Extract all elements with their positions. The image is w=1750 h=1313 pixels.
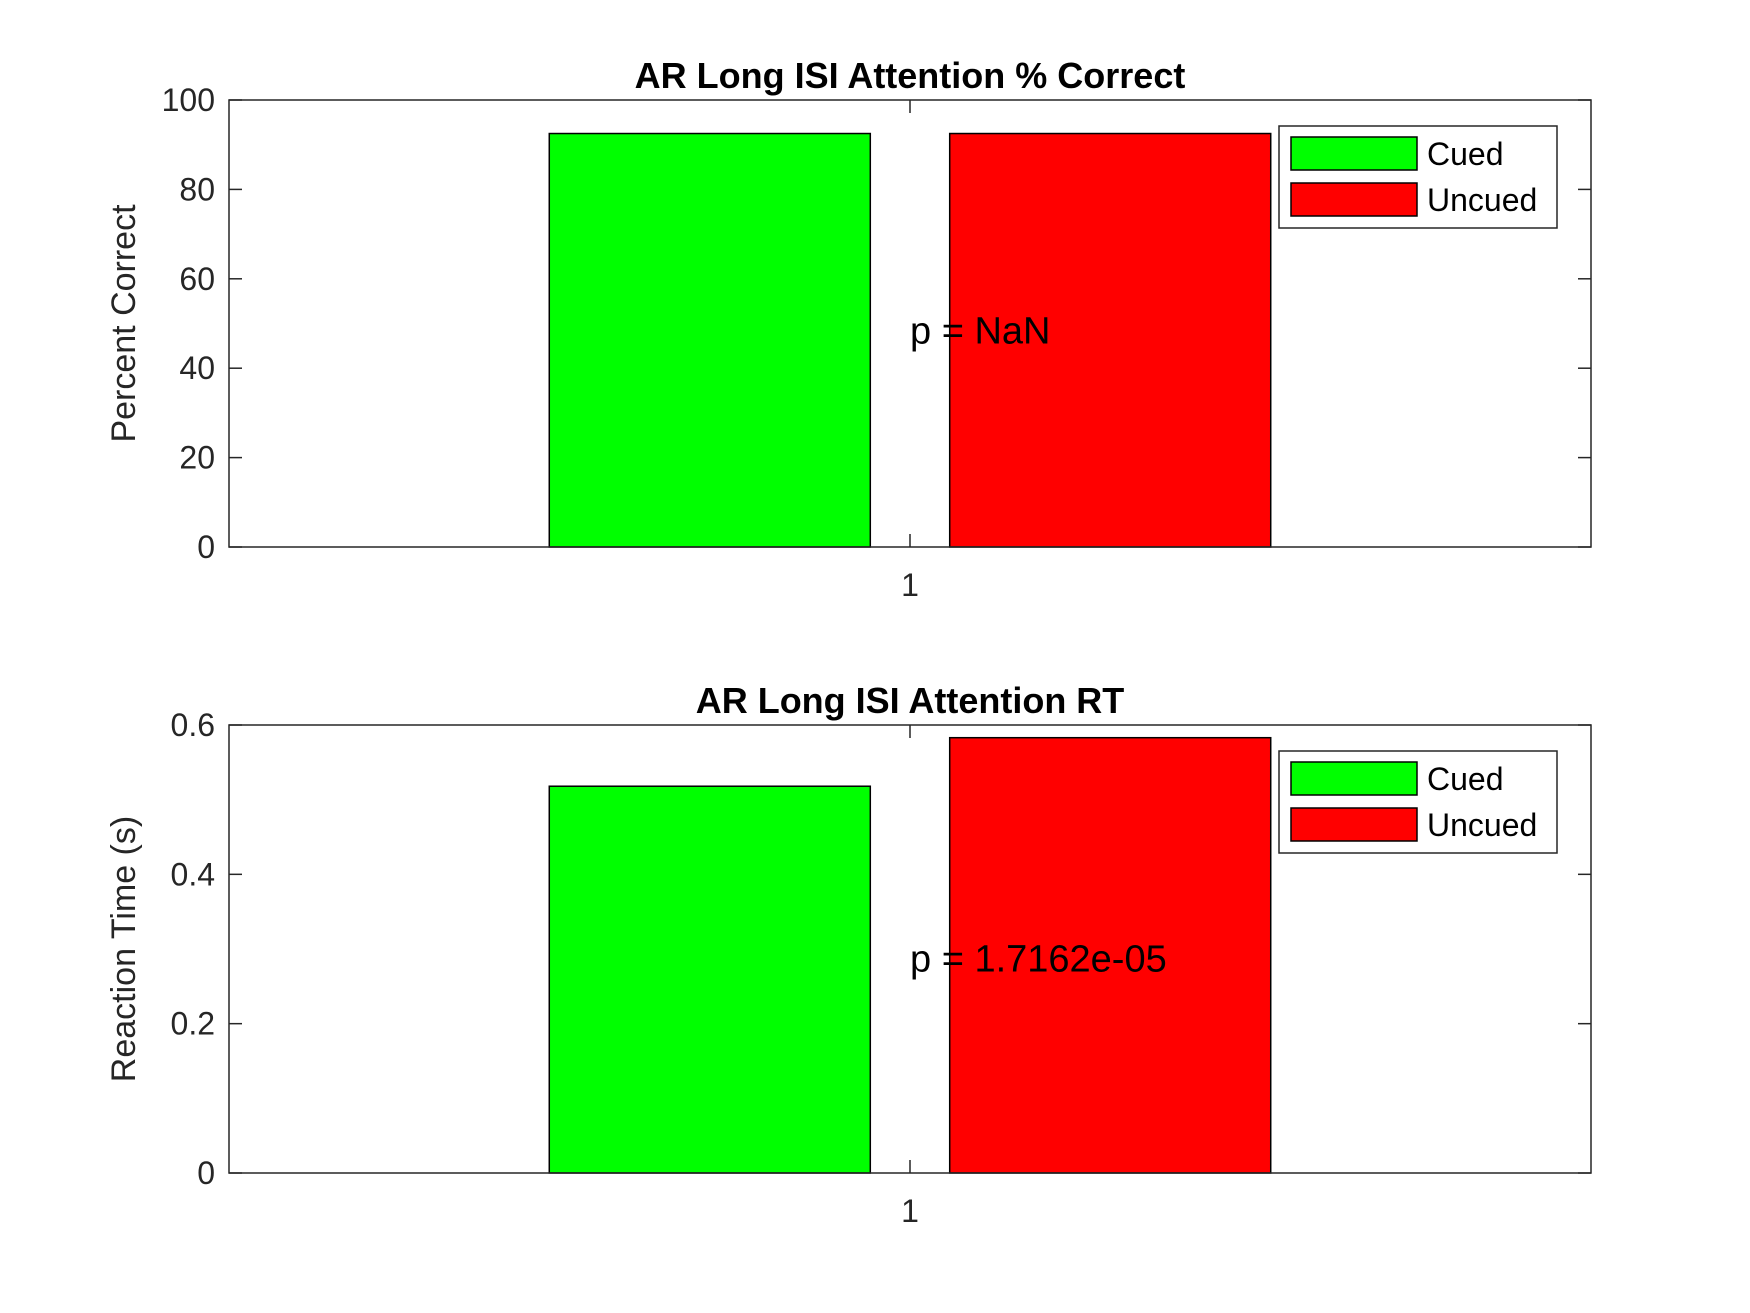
x-tick-label: 1 [901,1193,919,1229]
y-tick-label: 20 [179,440,215,476]
chart-panel-2: 0 0.2 0.4 0.6 1 AR Long ISI Attention RT React… [105,680,1592,1229]
y-tick-label: 0 [197,1155,215,1191]
y-tick-label: 100 [162,82,215,118]
legend-label-cued: Cued [1427,761,1504,797]
legend-label-uncued: Uncued [1427,182,1537,218]
p-value-annotation: p = 1.7162e-05 [910,938,1167,980]
legend: Cued Uncued [1278,125,1558,229]
y-tick-label: 40 [179,350,215,386]
bar-uncued [948,132,1272,548]
y-axis-label: Percent Correct [105,204,143,443]
bar-uncued [948,736,1272,1174]
legend: Cued Uncued [1278,750,1558,854]
y-tick-label: 0.4 [171,856,215,892]
y-tick-label: 0 [197,529,215,565]
y-tick-label: 0.6 [171,707,215,743]
y-tick-label: 60 [179,261,215,297]
x-tick-label: 1 [901,567,919,603]
chart-title: AR Long ISI Attention % Correct [635,55,1186,96]
legend-swatch-cued [1290,136,1418,171]
y-tick-label: 0.2 [171,1006,215,1042]
chart-title: AR Long ISI Attention RT [696,680,1125,721]
y-tick-label: 80 [179,171,215,207]
legend-swatch-cued [1290,761,1418,796]
y-axis-label: Reaction Time (s) [105,816,143,1082]
legend-label-cued: Cued [1427,136,1504,172]
bar-cued [548,132,872,548]
legend-swatch-uncued [1290,807,1418,842]
legend-label-uncued: Uncued [1427,807,1537,843]
chart-panel-1: 0 20 40 60 80 100 1 AR Long ISI Attention % Cor… [105,55,1592,603]
legend-swatch-uncued [1290,182,1418,217]
p-value-annotation: p = NaN [910,311,1050,353]
bar-cued [548,785,872,1174]
